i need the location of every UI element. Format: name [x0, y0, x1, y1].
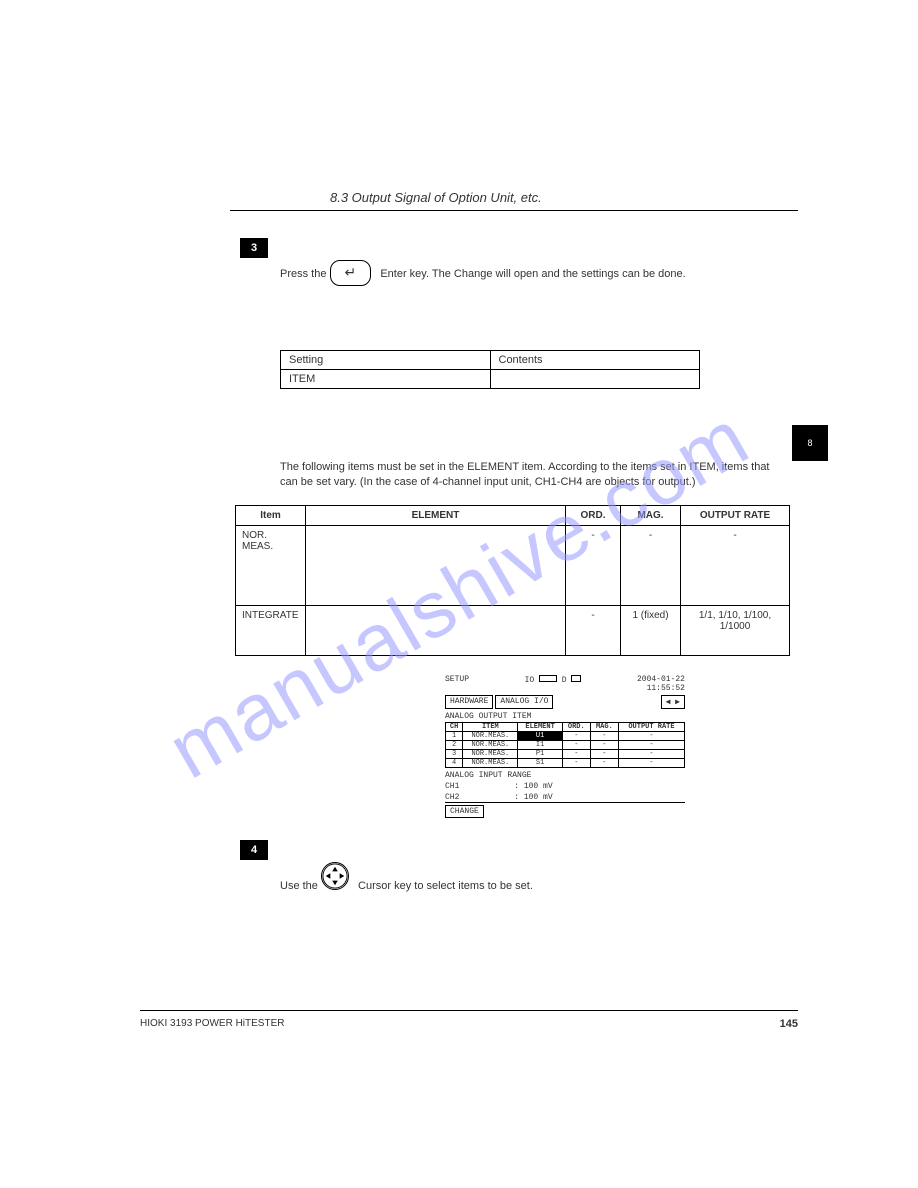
- lcd-tab-analog: ANALOG I/O: [495, 695, 553, 709]
- t2-h4: MAG.: [621, 506, 681, 526]
- t1-h1: Setting: [281, 351, 491, 370]
- lcd-screen: SETUP IO D 2004-01-22 11:55:52 HARDWARE …: [445, 675, 685, 818]
- t2-r2c4: 1 (fixed): [621, 606, 681, 656]
- chapter-tab: 8: [792, 425, 828, 461]
- lcd-time: 11:55:52: [647, 684, 685, 693]
- lcd-section1: ANALOG OUTPUT ITEM: [445, 712, 685, 721]
- step3-before: Press the: [280, 268, 330, 280]
- lcd-ch1-val: : 100 mV: [514, 782, 552, 791]
- t2-h2: ELEMENT: [306, 506, 566, 526]
- lcd-tab-hardware: HARDWARE: [445, 695, 493, 709]
- t2-r1c1: NOR. MEAS.: [236, 526, 306, 606]
- t1-r1c2: [490, 370, 700, 389]
- step-4-badge: 4: [240, 840, 268, 860]
- lcd-date: 2004-01-22: [637, 675, 685, 684]
- settings-table: Setting Contents ITEM: [280, 350, 700, 389]
- step-3-text: Press the ↵ Enter key. The Change will o…: [280, 260, 798, 286]
- t2-r2c3: -: [566, 606, 621, 656]
- lcd-ch2-val: : 100 mV: [514, 793, 552, 802]
- step-4-text: Use the Cursor key to select items to be…: [280, 862, 798, 894]
- element-table: Item ELEMENT ORD. MAG. OUTPUT RATE NOR. …: [235, 505, 790, 656]
- t2-r1c2: [306, 526, 566, 606]
- step-3-badge: 3: [240, 238, 268, 258]
- step-3-row: 3: [240, 238, 276, 258]
- t2-r1c4: -: [621, 526, 681, 606]
- enter-key-icon: ↵: [330, 260, 372, 286]
- lcd-change-button: CHANGE: [445, 805, 484, 818]
- section-heading: 8.3 Output Signal of Option Unit, etc.: [330, 190, 542, 205]
- lcd-setup: SETUP: [445, 675, 469, 693]
- footer-page-number: 145: [780, 1018, 798, 1030]
- lcd-ch1-label: CH1: [445, 782, 459, 791]
- footer-product: HIOKI 3193 POWER HiTESTER: [140, 1018, 284, 1029]
- t2-h1: Item: [236, 506, 306, 526]
- t2-r1c5: -: [681, 526, 790, 606]
- lcd-output-table: CH ITEM ELEMENT ORD. MAG. OUTPUT RATE 1 …: [445, 722, 685, 768]
- lcd-d: D: [562, 676, 567, 685]
- intertext: The following items must be set in the E…: [280, 460, 788, 491]
- step4-after: Cursor key to select items to be set.: [358, 880, 533, 892]
- t1-h2: Contents: [490, 351, 700, 370]
- cursor-key-icon: [321, 862, 349, 890]
- t2-h5: OUTPUT RATE: [681, 506, 790, 526]
- t1-r1c1: ITEM: [281, 370, 491, 389]
- t2-h3: ORD.: [566, 506, 621, 526]
- t2-r2c5: 1/1, 1/10, 1/100, 1/1000: [681, 606, 790, 656]
- step3-after: Enter key. The Change will open and the …: [380, 268, 685, 280]
- t2-r1c3: -: [566, 526, 621, 606]
- lcd-section2: ANALOG INPUT RANGE: [445, 771, 685, 780]
- lcd-ch2-label: CH2: [445, 793, 459, 802]
- step-4-row: 4: [240, 840, 276, 860]
- lcd-io: IO: [525, 676, 535, 685]
- lcd-nav: ◀ ▶: [661, 695, 685, 709]
- step4-before: Use the: [280, 880, 321, 892]
- page-root: manualshive.com 8.3 Output Signal of Opt…: [0, 0, 918, 1188]
- t2-r2c2: [306, 606, 566, 656]
- t2-r2c1: INTEGRATE: [236, 606, 306, 656]
